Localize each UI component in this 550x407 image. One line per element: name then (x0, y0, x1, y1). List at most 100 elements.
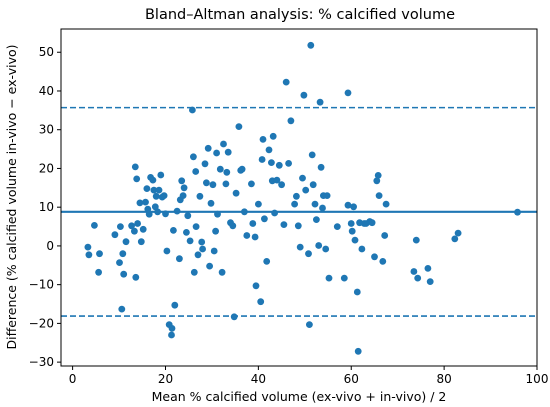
data-point (382, 200, 390, 208)
data-point (275, 161, 283, 169)
data-point (179, 192, 187, 200)
data-point (379, 258, 387, 265)
data-point (190, 153, 197, 161)
data-point (183, 229, 190, 236)
data-point (194, 251, 202, 259)
data-point (162, 210, 169, 218)
x-tick-label: 40 (251, 372, 266, 386)
data-point (190, 268, 198, 276)
data-point (111, 231, 119, 239)
y-tick-label: −30 (29, 355, 54, 369)
data-point (203, 179, 210, 187)
x-tick-label: 20 (158, 372, 173, 386)
y-tick-label: 10 (39, 200, 54, 214)
data-point (186, 237, 194, 245)
data-point (122, 238, 130, 246)
data-point (241, 208, 248, 216)
data-point (168, 331, 175, 339)
data-point (212, 227, 220, 235)
data-point (150, 186, 158, 194)
data-point (168, 325, 176, 332)
data-point (454, 229, 462, 237)
data-point (323, 192, 331, 200)
data-point (230, 313, 238, 321)
data-point (299, 174, 306, 182)
x-axis-title: Mean % calcified volume (ex-vivo + in-vi… (152, 389, 447, 404)
y-tick-label: −20 (29, 316, 54, 330)
data-point (322, 245, 330, 253)
data-point (117, 223, 124, 231)
data-point (340, 274, 348, 282)
data-point (144, 205, 152, 213)
data-point (132, 273, 140, 281)
data-point (307, 41, 315, 49)
data-point (265, 146, 273, 154)
data-point (118, 305, 126, 313)
data-point (84, 243, 92, 251)
y-tick-label: 30 (39, 123, 54, 137)
data-point (368, 219, 376, 227)
data-point (268, 159, 275, 167)
data-point (426, 278, 434, 285)
data-point (371, 253, 378, 261)
data-point (198, 238, 206, 246)
x-tick-label: 0 (69, 372, 77, 386)
data-point (325, 274, 333, 282)
data-point (213, 149, 221, 157)
data-point (119, 250, 127, 258)
data-point (171, 301, 179, 309)
data-point (163, 247, 171, 255)
data-point (374, 172, 382, 179)
data-point (424, 265, 432, 272)
data-point (257, 298, 265, 306)
data-point (229, 222, 237, 230)
data-point (344, 201, 352, 209)
data-point (306, 321, 313, 328)
data-point (344, 89, 352, 97)
data-point (255, 200, 262, 208)
data-point (210, 247, 218, 255)
data-point (184, 212, 192, 220)
y-tick-label: −10 (29, 278, 54, 292)
data-point (381, 232, 389, 239)
data-point (412, 236, 420, 244)
data-point (160, 192, 168, 200)
data-point (120, 270, 128, 278)
data-point (294, 222, 302, 230)
data-point (95, 268, 102, 276)
data-point (145, 210, 153, 218)
data-point (261, 215, 268, 223)
data-point (218, 268, 226, 276)
data-point (136, 199, 144, 207)
data-point (201, 160, 209, 168)
data-point (155, 186, 163, 194)
data-point (350, 203, 357, 211)
data-point (315, 242, 323, 249)
data-point (252, 282, 260, 290)
data-point (142, 198, 149, 206)
data-point (154, 208, 162, 216)
data-point (173, 207, 181, 215)
data-point (152, 192, 160, 200)
y-axis-title: Difference (% calcified volume in-vivo −… (4, 45, 19, 350)
data-point (204, 144, 212, 152)
data-point (223, 168, 231, 176)
y-tick-label: 50 (39, 45, 54, 59)
data-point (139, 225, 147, 233)
data-point (91, 222, 98, 229)
data-point (287, 117, 295, 125)
data-point (180, 184, 188, 192)
data-point (116, 259, 123, 266)
data-point (189, 106, 196, 114)
data-point (157, 171, 165, 179)
data-point (313, 216, 320, 224)
data-point (300, 91, 308, 99)
y-axis-ticks: −30 −20 −10 0 10 20 30 40 50 (29, 45, 61, 369)
data-point (214, 210, 221, 218)
data-point (192, 168, 200, 175)
data-point (85, 251, 93, 259)
data-point (280, 221, 288, 229)
data-point (305, 250, 312, 258)
data-point (131, 163, 139, 171)
data-point (222, 180, 230, 188)
